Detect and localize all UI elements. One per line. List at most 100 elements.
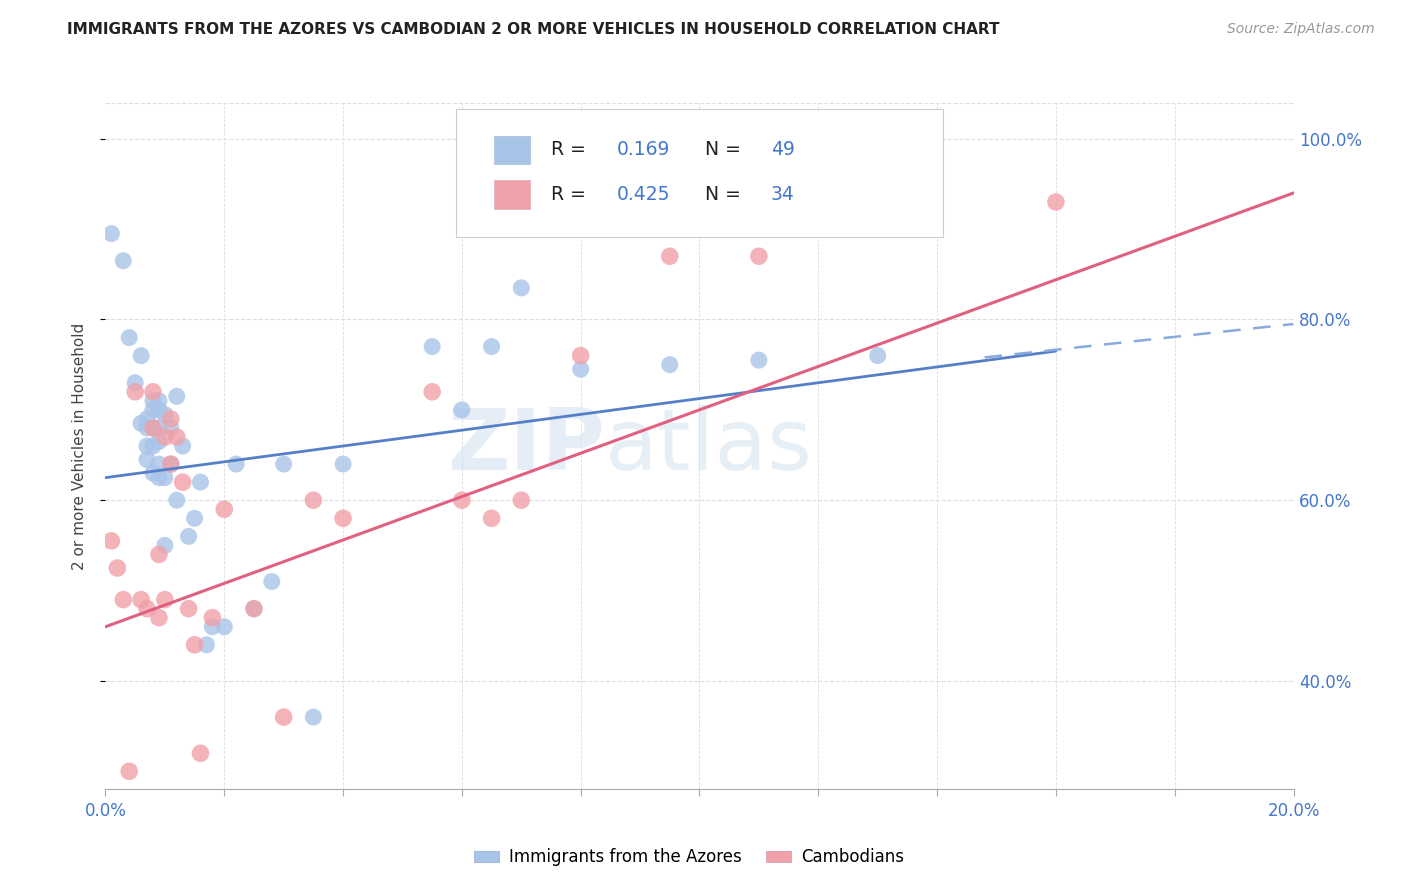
Point xyxy=(118,330,141,344)
Point xyxy=(148,548,170,562)
Text: atlas: atlas xyxy=(605,404,813,488)
Point xyxy=(302,493,325,508)
Point xyxy=(142,402,165,417)
Point xyxy=(124,376,146,390)
Point xyxy=(118,764,141,779)
Text: IMMIGRANTS FROM THE AZORES VS CAMBODIAN 2 OR MORE VEHICLES IN HOUSEHOLD CORRELAT: IMMIGRANTS FROM THE AZORES VS CAMBODIAN … xyxy=(67,22,1000,37)
Point xyxy=(148,611,170,625)
Point xyxy=(112,253,135,268)
Point xyxy=(105,561,128,575)
Text: 0.425: 0.425 xyxy=(616,186,669,204)
Point xyxy=(481,340,503,354)
Text: ZIP: ZIP xyxy=(447,404,605,488)
Point xyxy=(450,402,472,417)
Point xyxy=(166,430,188,444)
Point xyxy=(142,393,165,408)
Point xyxy=(420,340,443,354)
FancyBboxPatch shape xyxy=(494,180,530,209)
Point xyxy=(148,434,170,449)
Point xyxy=(190,475,212,490)
Point xyxy=(153,538,176,552)
Point xyxy=(214,620,236,634)
Point xyxy=(148,457,170,471)
Point xyxy=(148,393,170,408)
Point xyxy=(129,592,152,607)
Point xyxy=(273,710,295,724)
Point xyxy=(100,227,122,241)
FancyBboxPatch shape xyxy=(494,136,530,164)
Point xyxy=(510,281,533,295)
Point xyxy=(148,421,170,435)
Point xyxy=(172,475,194,490)
Point xyxy=(142,466,165,480)
Point xyxy=(142,421,165,435)
Point xyxy=(142,439,165,453)
Point xyxy=(225,457,247,471)
Point xyxy=(183,638,205,652)
Point xyxy=(153,470,176,484)
Point xyxy=(658,249,681,263)
Point xyxy=(100,533,122,548)
Point xyxy=(243,601,266,615)
Point xyxy=(658,358,681,372)
Text: 49: 49 xyxy=(770,140,794,160)
Point xyxy=(866,349,889,363)
Point xyxy=(1045,194,1067,209)
Point xyxy=(148,402,170,417)
Point xyxy=(260,574,283,589)
Point xyxy=(129,349,152,363)
Point xyxy=(243,601,266,615)
Point xyxy=(510,493,533,508)
Point xyxy=(450,493,472,508)
Point xyxy=(166,389,188,403)
Text: 0.169: 0.169 xyxy=(616,140,669,160)
Point xyxy=(136,412,159,426)
Point xyxy=(420,384,443,399)
Point xyxy=(153,408,176,422)
Point xyxy=(273,457,295,471)
Point xyxy=(124,384,146,399)
Point xyxy=(332,457,354,471)
Point xyxy=(748,353,770,368)
Point xyxy=(166,493,188,508)
Text: N =: N = xyxy=(706,140,748,160)
Point xyxy=(201,611,224,625)
Point xyxy=(214,502,236,516)
FancyBboxPatch shape xyxy=(456,110,943,236)
Point xyxy=(481,511,503,525)
Point xyxy=(112,592,135,607)
Point xyxy=(332,511,354,525)
Point xyxy=(129,417,152,431)
Text: R =: R = xyxy=(551,186,592,204)
Point xyxy=(177,529,200,543)
Point xyxy=(183,511,205,525)
Point xyxy=(159,421,181,435)
Point xyxy=(748,249,770,263)
Point xyxy=(148,470,170,484)
Point xyxy=(172,439,194,453)
Legend: Immigrants from the Azores, Cambodians: Immigrants from the Azores, Cambodians xyxy=(467,842,911,873)
Point xyxy=(569,362,592,376)
Text: R =: R = xyxy=(551,140,592,160)
Point xyxy=(136,452,159,467)
Text: N =: N = xyxy=(706,186,748,204)
Point xyxy=(569,349,592,363)
Point xyxy=(302,710,325,724)
Point xyxy=(159,457,181,471)
Text: 34: 34 xyxy=(770,186,794,204)
Point xyxy=(136,439,159,453)
Point xyxy=(195,638,218,652)
Point xyxy=(177,601,200,615)
Point xyxy=(190,746,212,760)
Point xyxy=(159,412,181,426)
Point xyxy=(159,457,181,471)
Point xyxy=(142,421,165,435)
Point xyxy=(153,430,176,444)
Point xyxy=(142,384,165,399)
Point xyxy=(201,620,224,634)
Point xyxy=(136,421,159,435)
Text: Source: ZipAtlas.com: Source: ZipAtlas.com xyxy=(1227,22,1375,37)
Y-axis label: 2 or more Vehicles in Household: 2 or more Vehicles in Household xyxy=(72,322,87,570)
Point xyxy=(136,601,159,615)
Point xyxy=(153,592,176,607)
